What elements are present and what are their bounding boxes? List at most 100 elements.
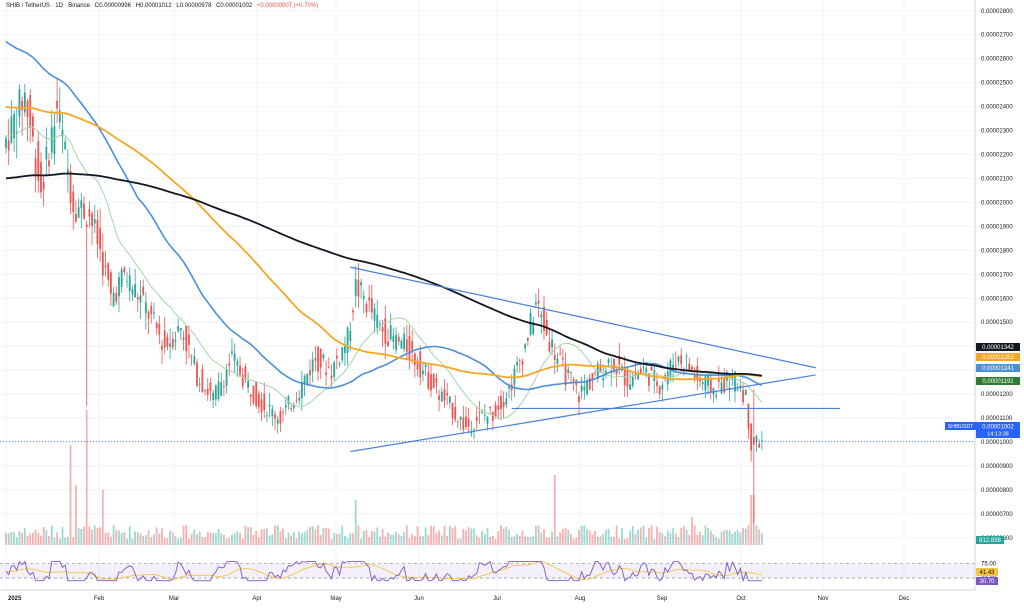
candle-body xyxy=(110,272,112,294)
volume-bar xyxy=(352,533,354,545)
volume-bar xyxy=(750,495,753,545)
volume-bar xyxy=(40,535,42,545)
volume-bar xyxy=(583,525,586,545)
volume-bar xyxy=(257,537,260,545)
candle-body xyxy=(214,385,217,400)
candle-body xyxy=(755,436,758,442)
volume-bar xyxy=(136,532,139,545)
volume-bar xyxy=(309,526,311,545)
volume-bar xyxy=(357,525,360,545)
volume-bar xyxy=(570,534,572,545)
price-labels: 0.00001342 0.00001262 0.00001241 0.00001191… xyxy=(945,343,1020,585)
candle-body xyxy=(381,327,384,332)
candle-body xyxy=(440,391,443,402)
volume-bar xyxy=(537,525,540,545)
volume-bar xyxy=(505,526,508,545)
volume-bar xyxy=(204,537,206,545)
volume-bar xyxy=(322,527,325,545)
candle-body xyxy=(153,312,155,314)
candle-body xyxy=(556,358,559,364)
candle-body xyxy=(212,393,215,401)
volume-bar xyxy=(521,530,524,545)
ma-long-line xyxy=(5,172,762,377)
volume-bars xyxy=(5,410,763,545)
volume-bar xyxy=(298,531,301,545)
volume-bar xyxy=(661,533,664,545)
volume-bar xyxy=(18,531,21,545)
candle-body xyxy=(588,377,591,390)
rsi-line xyxy=(5,560,762,583)
candle-body xyxy=(266,415,268,417)
candle-body xyxy=(648,373,650,386)
candle-body xyxy=(360,282,362,286)
candle-body xyxy=(83,203,85,219)
volume-bar xyxy=(384,536,387,545)
ohlc-low: L0.00000978 xyxy=(176,3,212,9)
candle-body xyxy=(311,359,314,372)
rsi-panel xyxy=(0,560,975,583)
rsi-tag-text: 30.70 xyxy=(979,579,995,585)
candle-body xyxy=(357,279,360,297)
candle-body xyxy=(518,360,521,362)
candle-body xyxy=(185,325,188,352)
volume-bar xyxy=(591,534,594,545)
ma-slow-line xyxy=(5,106,762,381)
volume-bar xyxy=(101,490,104,545)
volume-bar xyxy=(107,532,110,545)
volume-bar xyxy=(693,525,696,545)
candle-body xyxy=(602,378,605,381)
volume-bar xyxy=(274,525,276,545)
volume-bar xyxy=(72,537,75,545)
candle-body xyxy=(174,339,177,342)
candle-body xyxy=(72,191,75,213)
volume-bar xyxy=(586,529,588,545)
candle-body xyxy=(626,369,629,387)
candle-body xyxy=(42,181,45,190)
candle-body xyxy=(505,398,508,405)
volume-bar xyxy=(23,528,26,545)
volume-bar xyxy=(99,527,102,545)
candle-body xyxy=(752,436,755,445)
volume-bar xyxy=(10,532,13,545)
volume-bar xyxy=(408,538,411,545)
price-tag-text: 0.00001342 xyxy=(982,345,1014,351)
volume-bar xyxy=(222,534,225,545)
y-tick-label: 0.00001000 xyxy=(981,440,1013,446)
volume-bar xyxy=(325,527,328,545)
volume-bar xyxy=(510,537,513,545)
candle-body xyxy=(45,146,48,160)
volume-bar xyxy=(190,533,193,545)
volume-bar xyxy=(373,531,376,545)
volume-bar xyxy=(419,535,422,545)
candle-body xyxy=(742,390,744,403)
volume-bar xyxy=(142,536,145,545)
candle-body xyxy=(37,141,40,182)
volume-bar xyxy=(575,537,578,545)
price-tag-box xyxy=(976,343,1020,351)
candle-body xyxy=(274,414,276,419)
volume-bar xyxy=(163,537,166,545)
y-tick-label: 0.00002600 xyxy=(981,57,1013,63)
volume-bar xyxy=(249,526,252,545)
candle-body xyxy=(85,224,88,228)
volume-bar xyxy=(236,530,239,545)
candle-body xyxy=(228,363,231,366)
candle-body xyxy=(255,381,258,406)
candle-body xyxy=(489,407,492,409)
volume-bar xyxy=(497,531,500,545)
candle-body xyxy=(526,337,529,341)
y-tick-label: 0.00001900 xyxy=(981,224,1013,230)
volume-bar xyxy=(80,528,83,545)
volume-bar xyxy=(263,529,266,545)
candle-body xyxy=(750,423,753,451)
y-tick-label: 0.00002200 xyxy=(981,153,1013,159)
candle-body xyxy=(578,395,580,403)
volume-bar xyxy=(543,529,545,545)
candle-body xyxy=(118,277,120,297)
price-tag-box xyxy=(976,364,1020,372)
candle-body xyxy=(403,333,406,350)
candle-body xyxy=(260,399,263,413)
candle-body xyxy=(435,378,438,384)
volume-bar xyxy=(5,532,7,545)
